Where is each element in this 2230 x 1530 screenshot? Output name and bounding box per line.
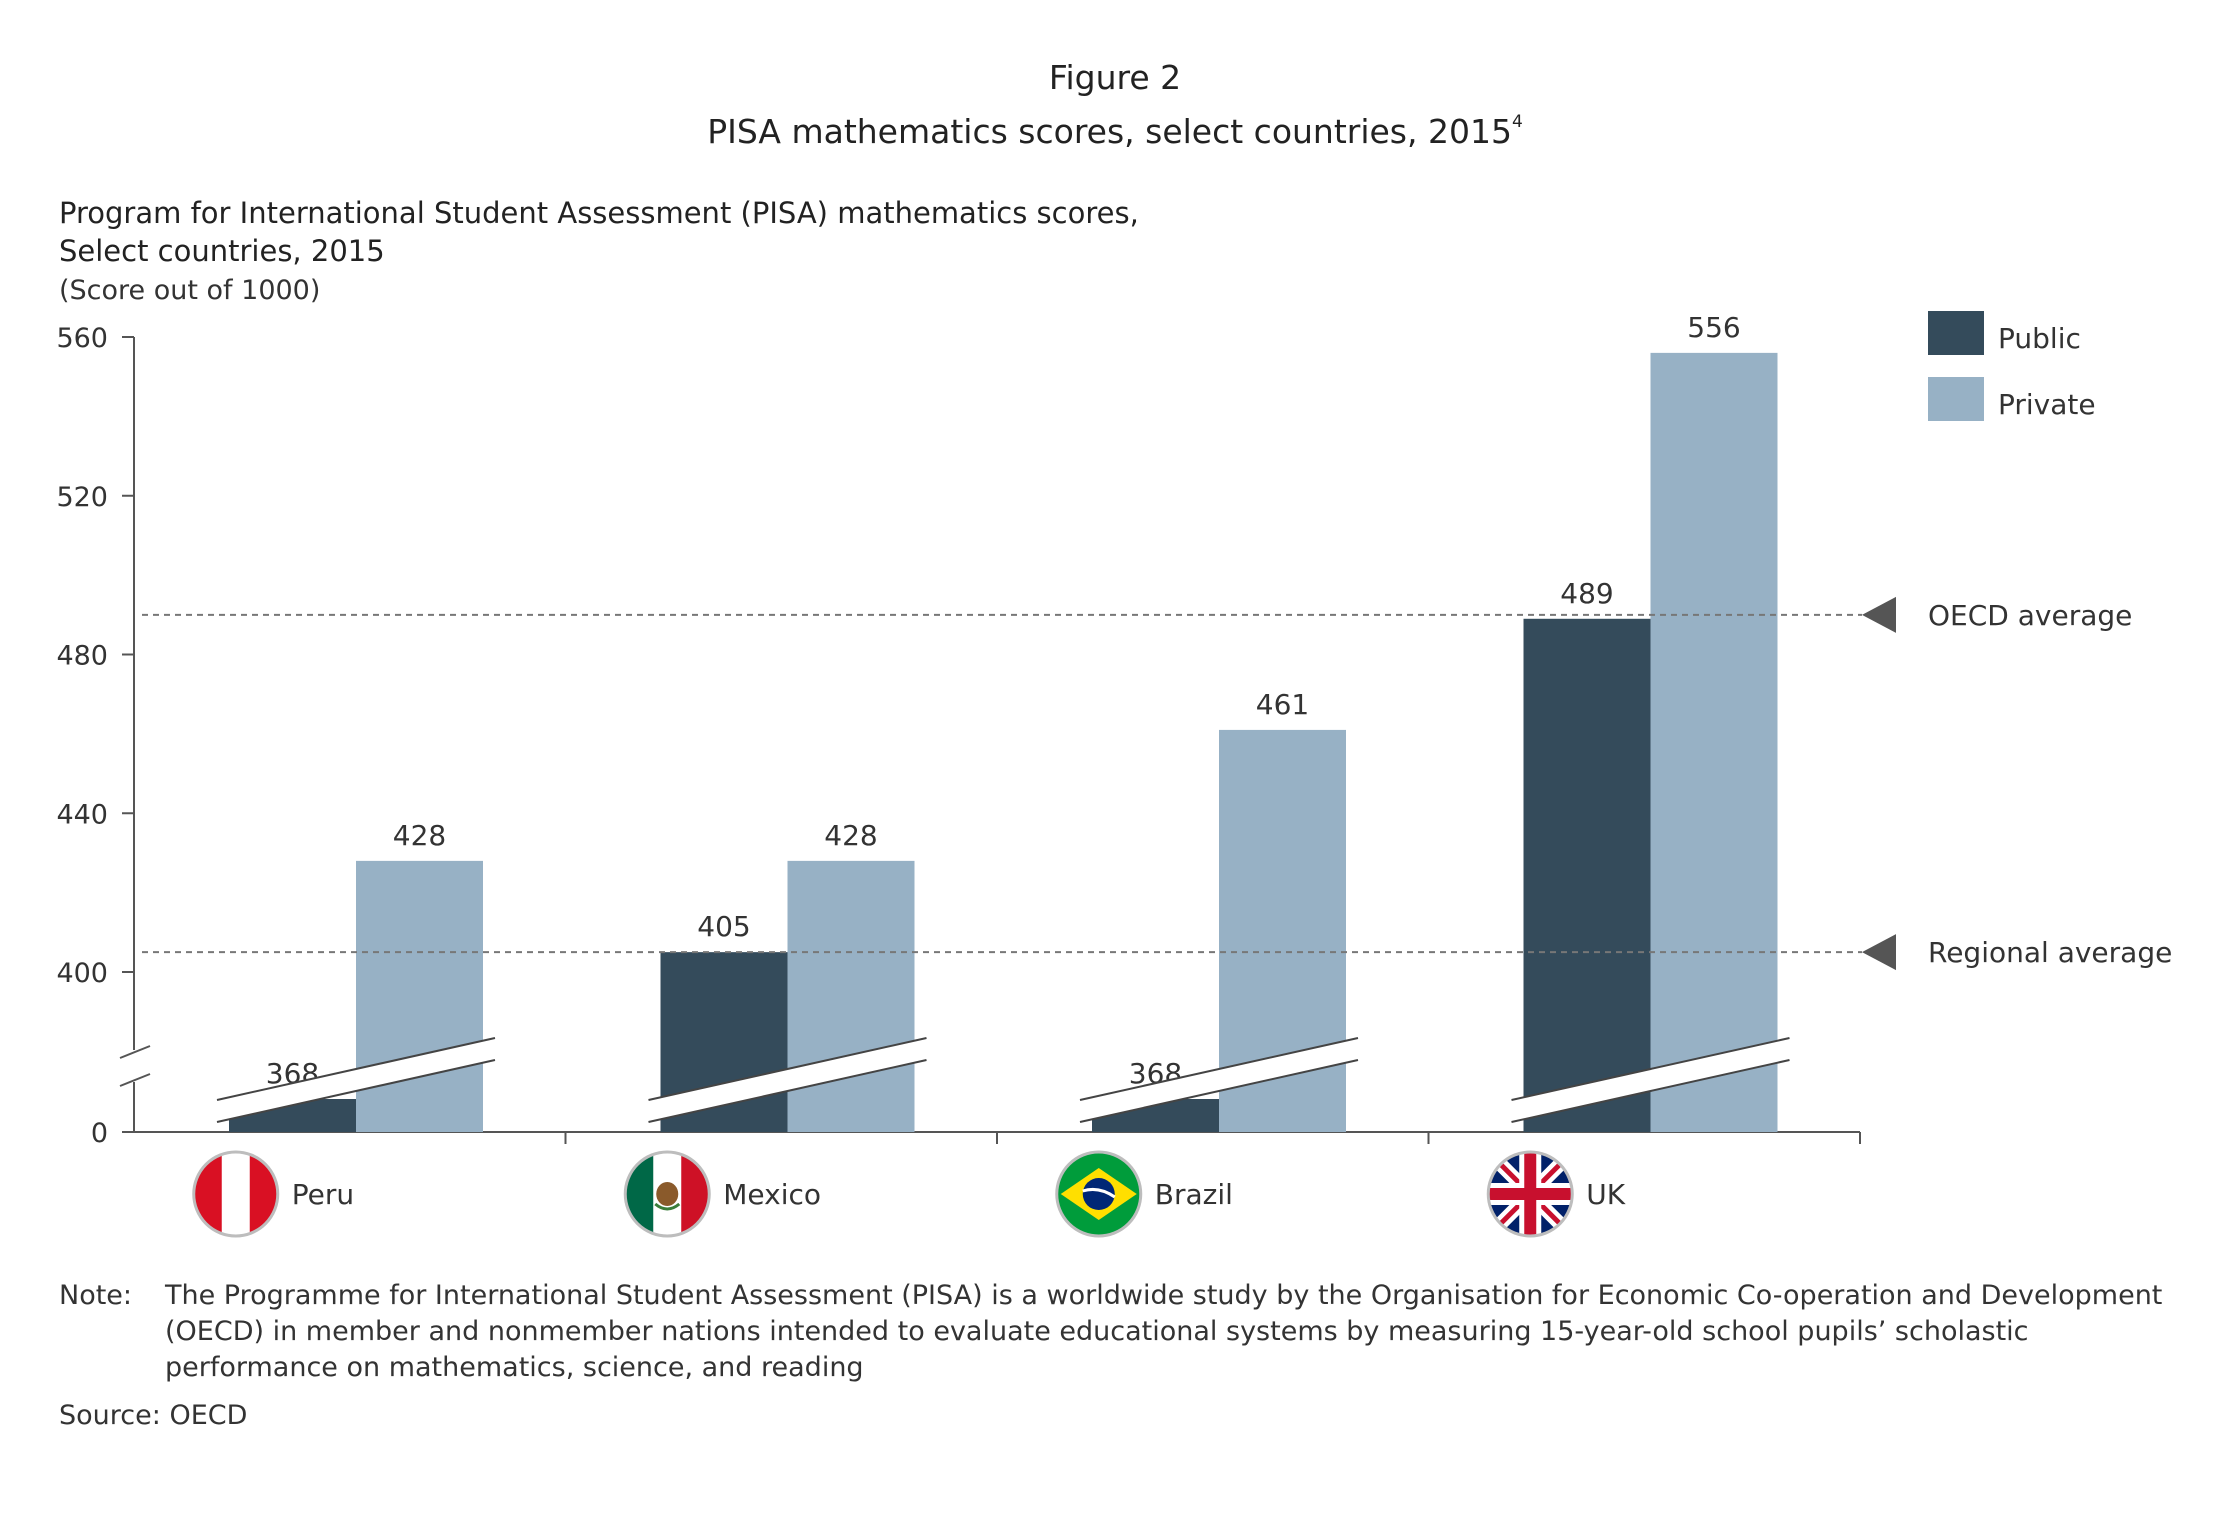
regional-average-label: Regional average [1928, 936, 2172, 969]
bar-break-line [216, 1059, 496, 1123]
x-category-label: Brazil [1155, 1178, 1233, 1211]
y-axis-break-mark [119, 1073, 151, 1087]
y-tick-label: 520 [56, 482, 108, 513]
y-axis-break-mark [119, 1045, 151, 1059]
figure-title-footnote: 4 [1511, 112, 1523, 132]
bar-break-line [1511, 1059, 1790, 1123]
legend-label-private: Private [1998, 388, 2096, 421]
oecd-average-label: OECD average [1928, 599, 2132, 632]
y-tick-label: 0 [91, 1118, 108, 1149]
x-category-label: UK [1586, 1178, 1625, 1211]
figure-title: PISA mathematics scores, select countrie… [0, 112, 2230, 151]
figure-label: Figure 2 [1048, 58, 1182, 97]
data-label-public: 405 [697, 910, 750, 943]
bar-public-uk [1523, 618, 1651, 1132]
oecd-average-marker-icon [1862, 596, 1896, 633]
chart-unit: (Score out of 1000) [59, 275, 321, 306]
y-tick-label: 440 [56, 799, 108, 830]
regional-average-marker-icon [1862, 934, 1896, 971]
chart-title: Program for International Student Assess… [59, 196, 1139, 230]
note-label: Note: [59, 1280, 133, 1311]
bar-break [1511, 1038, 1790, 1122]
data-label-private: 428 [393, 819, 446, 852]
bar-private-mexico [787, 860, 915, 1132]
mexico-flag-icon [623, 1150, 711, 1238]
y-tick-label: 560 [56, 323, 108, 354]
data-label-public: 489 [1560, 577, 1613, 610]
source: Source: OECD [59, 1398, 247, 1434]
bar-break-line [1511, 1037, 1790, 1101]
legend-swatch-private [1928, 377, 1984, 421]
bar-break [217, 1038, 495, 1122]
data-label-private: 556 [1687, 311, 1740, 344]
bar-break-line [648, 1037, 927, 1101]
x-category-label: Peru [292, 1178, 354, 1211]
bar-break-line [1079, 1059, 1359, 1123]
chart-title-line2: Select countries, 2015 [59, 234, 385, 268]
source-text: OECD [169, 1400, 248, 1431]
peru-flag-icon [192, 1150, 280, 1238]
x-category-label: Mexico [723, 1178, 821, 1211]
bar-break [1080, 1038, 1358, 1122]
bar-break [648, 1038, 927, 1122]
uk-flag-icon [1486, 1150, 1574, 1238]
data-label-private: 461 [1256, 688, 1309, 721]
legend-swatch-public [1928, 311, 1984, 355]
legend-label-public: Public [1998, 322, 2081, 355]
bar-private-uk [1650, 352, 1778, 1132]
figure-title-text: PISA mathematics scores, select countrie… [707, 112, 1512, 151]
note: Note: The Programme for International St… [59, 1278, 2179, 1386]
bar-break-line [1079, 1037, 1359, 1101]
y-tick-label: 400 [56, 958, 108, 989]
bar-break-line [648, 1059, 927, 1123]
data-label-private: 428 [824, 819, 877, 852]
source-label: Source: [59, 1400, 161, 1431]
note-text: The Programme for International Student … [165, 1280, 2163, 1383]
bar-break-line [216, 1037, 496, 1101]
bar-private-peru [356, 860, 483, 1132]
brazil-flag-icon [1055, 1150, 1143, 1238]
y-tick-label: 480 [56, 641, 108, 672]
